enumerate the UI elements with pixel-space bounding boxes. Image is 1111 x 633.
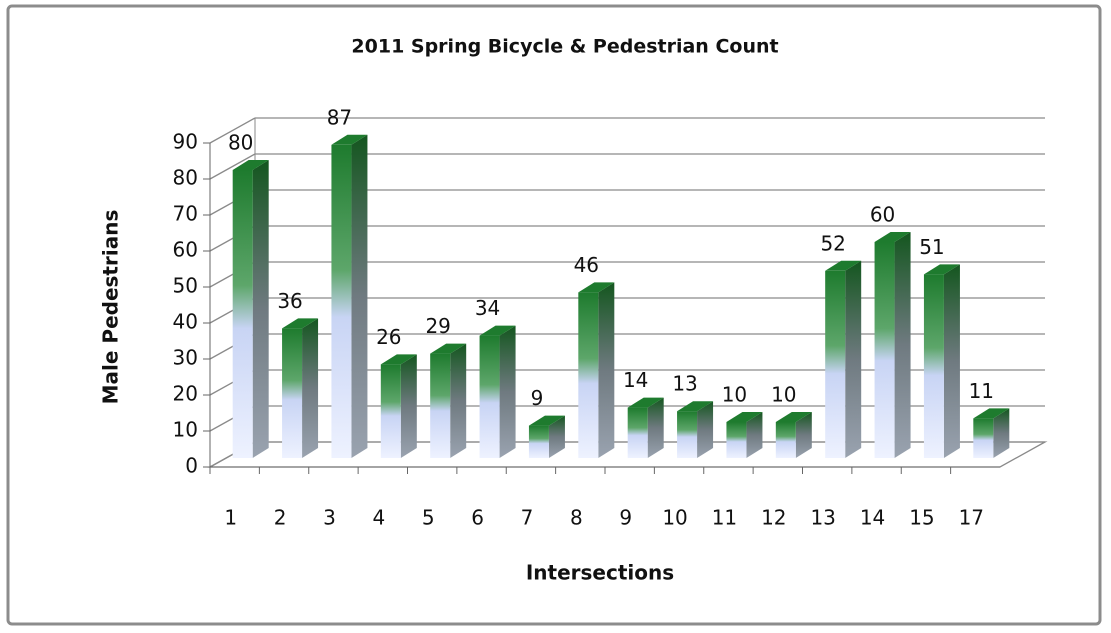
bar-side	[450, 343, 467, 458]
value-label: 11	[969, 379, 994, 403]
x-tick-label: 3	[323, 506, 336, 530]
y-tick-label: 70	[173, 202, 198, 226]
x-tick-label: 7	[521, 506, 534, 530]
value-label: 87	[327, 105, 352, 129]
bar-side	[647, 397, 664, 458]
bar-top	[973, 408, 1010, 419]
value-label: 60	[870, 203, 895, 227]
bar-side	[302, 318, 319, 458]
bar-side	[252, 160, 269, 458]
x-tick-label: 13	[810, 506, 835, 530]
value-label: 10	[722, 383, 747, 407]
y-tick-label: 60	[173, 238, 198, 262]
bar	[874, 242, 895, 458]
value-label: 14	[623, 368, 648, 392]
x-tick-label: 8	[570, 506, 583, 530]
bar-top	[380, 354, 417, 365]
x-tick-label: 14	[860, 506, 885, 530]
bar-side	[993, 408, 1010, 458]
bar-top	[578, 282, 615, 293]
bar	[627, 407, 648, 458]
x-tick-label: 5	[422, 506, 435, 530]
x-axis-label: Intersections	[526, 561, 674, 585]
bar-side	[943, 264, 960, 458]
x-tick-label: 10	[662, 506, 687, 530]
y-tick-label: 50	[173, 274, 198, 298]
bar-top	[825, 260, 862, 271]
value-label: 34	[475, 296, 500, 320]
y-axis-label: Male Pedestrians	[99, 210, 123, 405]
bar-side	[894, 232, 911, 458]
value-label: 26	[376, 325, 401, 349]
bar	[775, 422, 796, 458]
value-label: 9	[531, 386, 544, 410]
value-label: 80	[228, 131, 253, 155]
x-tick-label: 6	[471, 506, 484, 530]
bar	[430, 353, 451, 458]
bar-top	[775, 412, 812, 422]
bar	[331, 144, 352, 459]
bar-side	[499, 325, 516, 458]
bar	[578, 292, 599, 458]
x-tick-label: 4	[372, 506, 385, 530]
bar-top	[677, 401, 714, 412]
bar-top	[528, 415, 565, 426]
bar	[726, 422, 747, 458]
chart-frame	[6, 4, 1102, 626]
y-tick-label: 20	[173, 382, 198, 406]
bar-top	[232, 160, 269, 170]
value-label: 52	[820, 231, 845, 255]
bar-top	[627, 397, 664, 408]
bar-top	[726, 412, 763, 422]
y-tick-label: 40	[173, 310, 198, 334]
bar-top	[430, 343, 467, 354]
y-tick-label: 80	[173, 166, 198, 190]
bar-side	[548, 415, 565, 458]
bar-top	[282, 318, 319, 329]
bar	[380, 364, 401, 458]
bar-top	[479, 325, 516, 336]
x-tick-label: 15	[909, 506, 934, 530]
y-tick-label: 90	[173, 130, 198, 154]
bar	[479, 335, 500, 458]
value-label: 46	[574, 253, 599, 277]
bar-side	[845, 260, 862, 458]
bar-side	[598, 282, 615, 458]
value-label: 51	[919, 235, 944, 259]
y-tick-label: 0	[185, 454, 198, 478]
bar	[232, 170, 253, 458]
bar	[923, 274, 944, 458]
x-tick-label: 11	[712, 506, 737, 530]
value-label: 10	[771, 383, 796, 407]
bar	[677, 411, 698, 458]
x-tick-label: 9	[619, 506, 632, 530]
grid-line	[209, 117, 256, 144]
bar-side	[400, 354, 417, 458]
bar-side	[351, 134, 368, 459]
bar-top	[331, 134, 368, 145]
y-tick-label: 30	[173, 346, 198, 370]
y-tick-label: 10	[173, 418, 198, 442]
bar-side	[697, 401, 714, 458]
bar	[528, 425, 549, 458]
bar-side	[795, 412, 812, 458]
value-label: 13	[672, 372, 697, 396]
x-tick-label: 2	[274, 506, 287, 530]
value-label: 29	[425, 314, 450, 338]
grid-line	[209, 153, 256, 180]
bar	[973, 418, 994, 458]
bar	[282, 328, 303, 458]
bar	[825, 270, 846, 458]
value-label: 36	[277, 289, 302, 313]
x-tick-label: 12	[761, 506, 786, 530]
x-tick-label: 1	[224, 506, 237, 530]
x-tick-label: 17	[959, 506, 984, 530]
chart-title: 2011 Spring Bicycle & Pedestrian Count	[351, 36, 778, 58]
bar-side	[746, 412, 763, 458]
bar-top	[874, 232, 911, 242]
bar-top	[923, 264, 960, 275]
